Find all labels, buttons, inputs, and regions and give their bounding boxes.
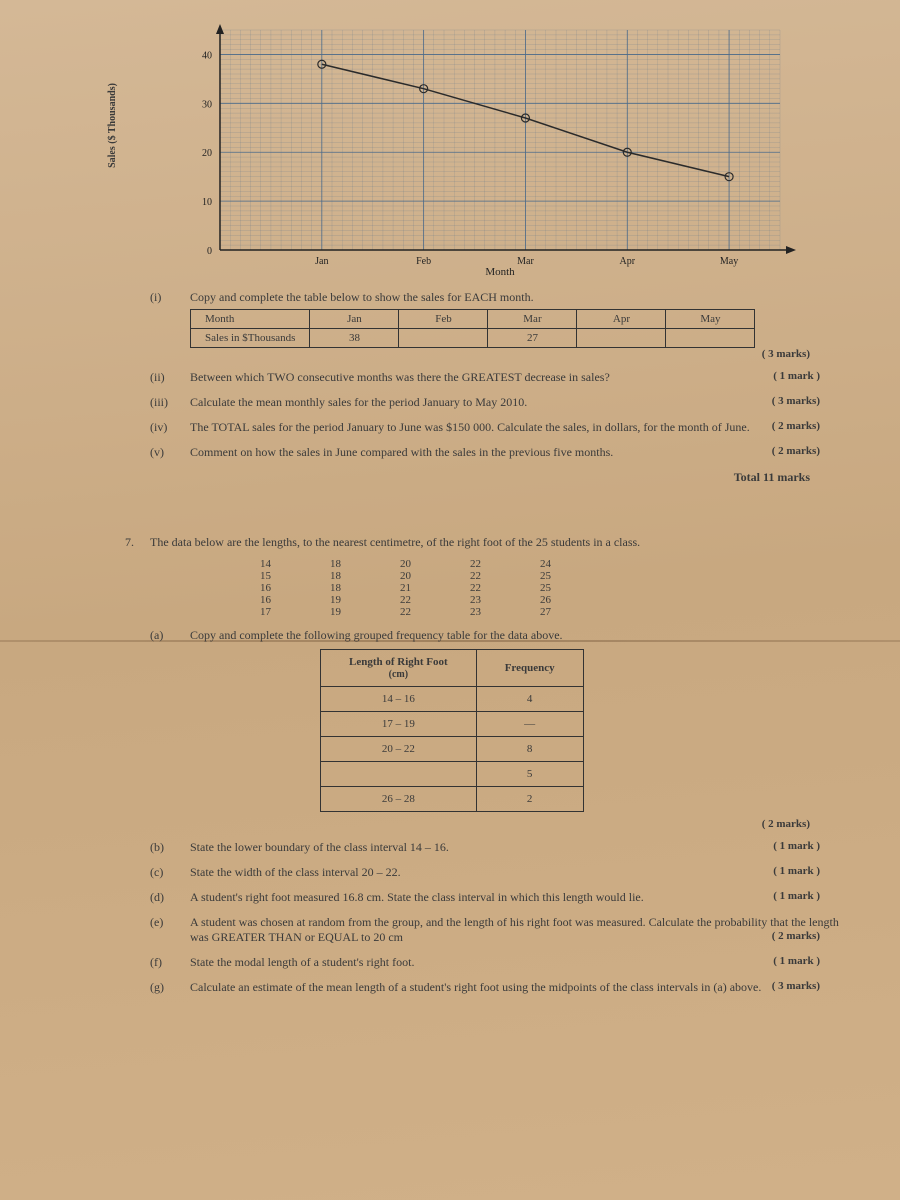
label-a: (a) [150,628,190,830]
svg-text:20: 20 [202,148,212,159]
data-value: 27 [540,606,590,618]
q7-g-text: Calculate an estimate of the mean length… [190,980,761,994]
q7-g-marks: ( 3 marks) [772,980,820,992]
q6-ii-text: Between which TWO consecutive months was… [190,370,610,384]
q6-iii-marks: ( 3 marks) [772,395,820,407]
data-value: 22 [470,558,520,570]
q6-iv: (iv) The TOTAL sales for the period Janu… [150,420,840,435]
label-f: (f) [150,955,190,970]
data-value: 25 [540,582,590,594]
q7-e: (e) A student was chosen at random from … [150,915,840,945]
data-value: 14 [260,558,310,570]
q7-a-text: Copy and complete the following grouped … [190,628,840,643]
data-value: 22 [470,570,520,582]
q6-i: (i) Copy and complete the table below to… [150,290,840,360]
svg-text:0: 0 [207,246,212,257]
svg-text:Apr: Apr [619,256,635,267]
q6-i-text: Copy and complete the table below to sho… [190,290,840,305]
q7-d-marks: ( 1 mark ) [773,890,820,902]
q6-iv-marks: ( 2 marks) [772,420,820,432]
data-value: 19 [330,594,380,606]
q6-iii-text: Calculate the mean monthly sales for the… [190,395,527,409]
svg-text:Jan: Jan [315,256,328,267]
data-value: 22 [470,582,520,594]
sales-line-chart: 0 10 20 30 40 Jan Feb Mar Apr May Month [160,20,800,280]
q6-v-marks: ( 2 marks) [772,445,820,457]
q7-f-marks: ( 1 mark ) [773,955,820,967]
q6-i-marks: ( 3 marks) [190,348,810,360]
label-g: (g) [150,980,190,995]
q7-c: (c) State the width of the class interva… [150,865,840,880]
label-c: (c) [150,865,190,880]
data-value: 20 [400,558,450,570]
q6-ii: (ii) Between which TWO consecutive month… [150,370,840,385]
data-value: 16 [260,594,310,606]
x-axis-label: Month [485,266,515,278]
q6-v: (v) Comment on how the sales in June com… [150,445,840,460]
data-value: 26 [540,594,590,606]
svg-text:10: 10 [202,197,212,208]
data-value: 22 [400,606,450,618]
data-value: 20 [400,570,450,582]
data-value: 16 [260,582,310,594]
data-value: 21 [400,582,450,594]
svg-text:May: May [720,256,738,267]
data-value: 23 [470,606,520,618]
svg-text:40: 40 [202,50,212,61]
freq-h1-label: Length of Right Foot [349,656,448,668]
freq-h1-sub: (cm) [389,669,408,680]
data-value: 17 [260,606,310,618]
q7-b: (b) State the lower boundary of the clas… [150,840,840,855]
data-value: 24 [540,558,590,570]
label-d: (d) [150,890,190,905]
month-sales-table: MonthJanFebMarAprMay Sales in $Thousands… [190,309,755,348]
q7-d-text: A student's right foot measured 16.8 cm.… [190,890,644,904]
svg-text:30: 30 [202,99,212,110]
raw-data-grid: 1418202224151820222516182122251619222326… [260,558,840,618]
label-v: (v) [150,445,190,460]
q7-b-marks: ( 1 mark ) [773,840,820,852]
q7-d: (d) A student's right foot measured 16.8… [150,890,840,905]
data-value: 18 [330,558,380,570]
data-value: 15 [260,570,310,582]
q7-f-text: State the modal length of a student's ri… [190,955,414,969]
q7-a-marks: ( 2 marks) [190,818,810,830]
q7-e-text: A student was chosen at random from the … [190,915,839,944]
label-iv: (iv) [150,420,190,435]
label-iii: (iii) [150,395,190,410]
freq-h2: Frequency [476,650,583,687]
q7-g: (g) Calculate an estimate of the mean le… [150,980,840,995]
label-e: (e) [150,915,190,945]
data-value: 22 [400,594,450,606]
frequency-table: Length of Right Foot (cm) Frequency 14 –… [320,649,584,812]
svg-text:Feb: Feb [416,256,431,267]
data-value: 25 [540,570,590,582]
q6-total: Total 11 marks [90,470,810,485]
data-value: 23 [470,594,520,606]
q7-b-text: State the lower boundary of the class in… [190,840,449,854]
q6-ii-marks: ( 1 mark ) [773,370,820,382]
q6-iii: (iii) Calculate the mean monthly sales f… [150,395,840,410]
q7-c-marks: ( 1 mark ) [773,865,820,877]
chart-area: 0 10 20 30 40 Jan Feb Mar Apr May Month [160,20,840,280]
freq-h1: Length of Right Foot (cm) [321,650,477,687]
q7-intro: The data below are the lengths, to the n… [150,535,840,550]
label-i: (i) [150,290,190,360]
label-b: (b) [150,840,190,855]
label-ii: (ii) [150,370,190,385]
q6-v-text: Comment on how the sales in June compare… [190,445,613,459]
q7-number: 7. [125,535,134,550]
svg-text:Mar: Mar [517,256,534,267]
q7-c-text: State the width of the class interval 20… [190,865,401,879]
data-value: 18 [330,570,380,582]
y-axis-label: Sales ($ Thousands) [107,83,118,168]
q7-e-marks: ( 2 marks) [772,930,820,942]
q7-f: (f) State the modal length of a student'… [150,955,840,970]
q6-iv-text: The TOTAL sales for the period January t… [190,420,750,434]
data-value: 18 [330,582,380,594]
q7-a: (a) Copy and complete the following grou… [150,628,840,830]
data-value: 19 [330,606,380,618]
